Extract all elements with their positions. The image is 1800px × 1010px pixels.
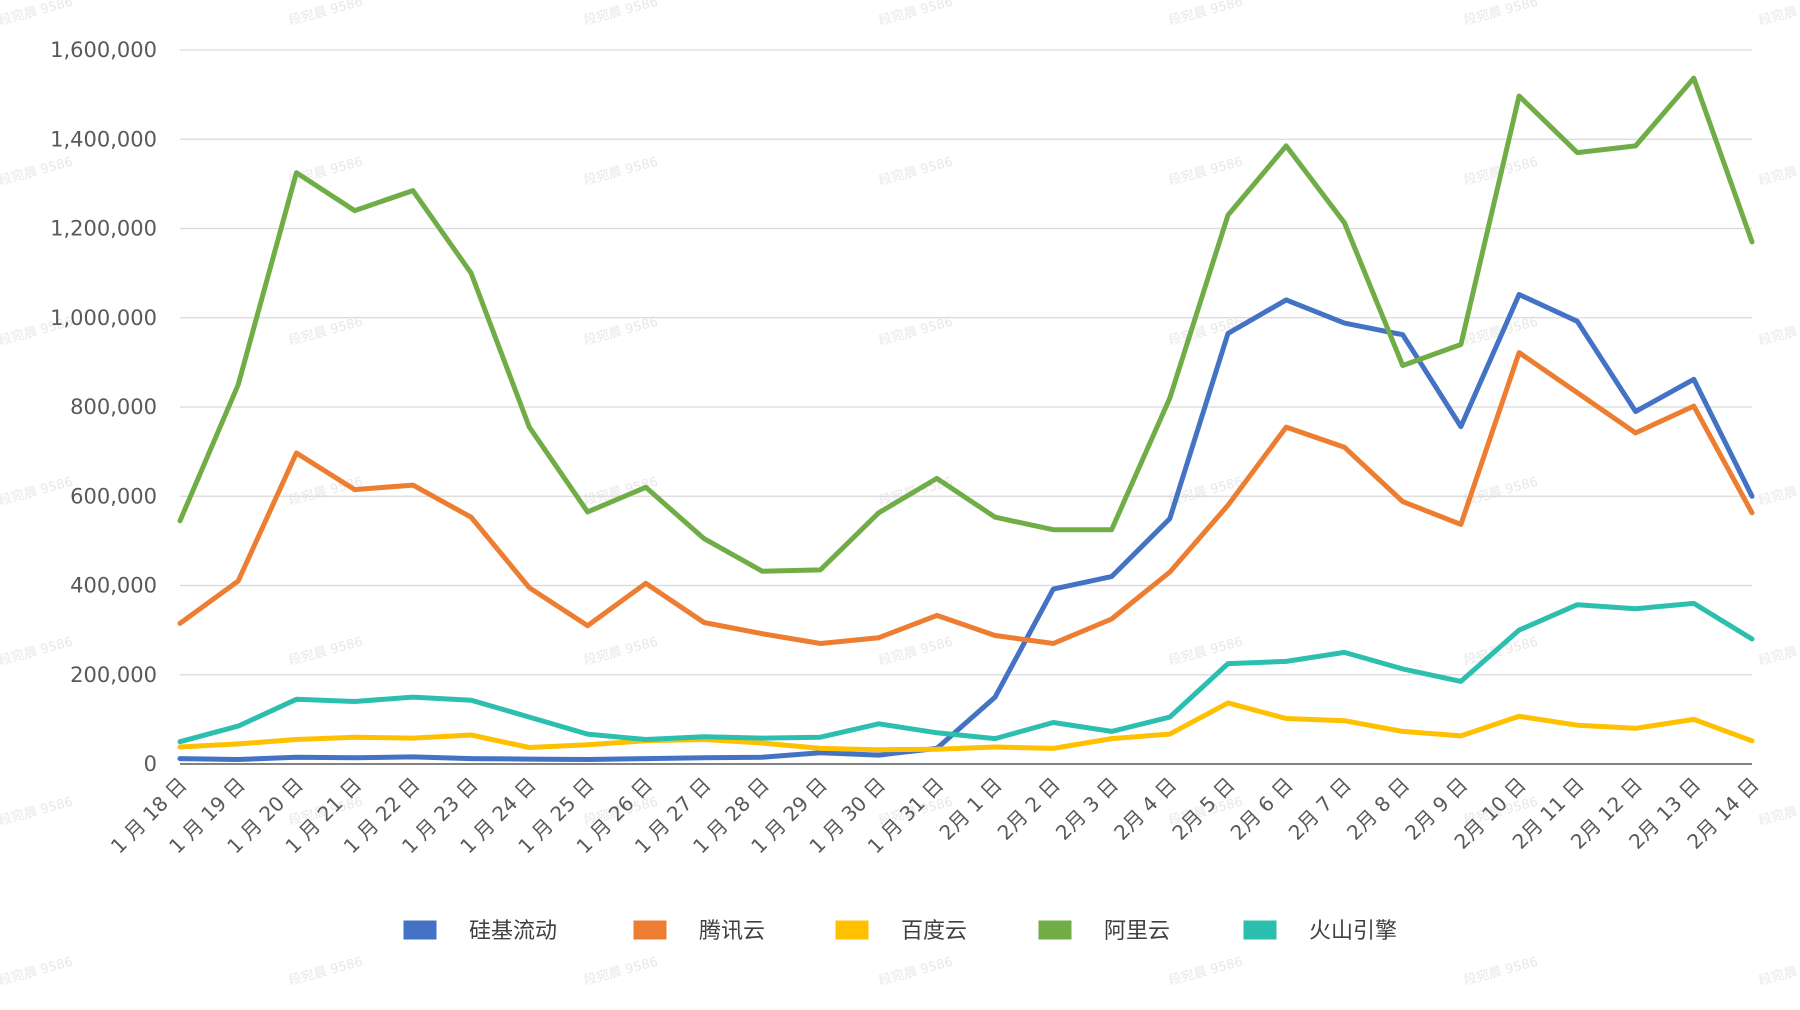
series-line-2 xyxy=(177,350,1755,646)
y-tick-label: 1,000,000 xyxy=(50,306,157,330)
watermark-text: 段宛晨 9586 xyxy=(287,315,365,349)
watermark-text: 段宛晨 9586 xyxy=(877,955,955,989)
watermark-text: 段宛晨 9586 xyxy=(1757,955,1800,989)
series-line-1 xyxy=(177,292,1755,762)
y-axis-tick-labels: 0 200,000 400,000 600,000 800,000 1,000,000 1,… xyxy=(50,38,157,776)
y-tick-label: 200,000 xyxy=(70,663,157,687)
legend-label: 火山引擎 xyxy=(1309,919,1397,944)
watermark-text: 段宛晨 9586 xyxy=(1757,155,1800,189)
watermark-text: 段宛晨 9586 xyxy=(287,635,365,669)
watermark-text: 段宛晨 9586 xyxy=(877,315,955,349)
watermark-text: 段宛晨 9586 xyxy=(877,155,955,189)
watermark-text: 段宛晨 9586 xyxy=(0,0,75,29)
legend-swatch xyxy=(632,919,668,941)
watermark-text: 段宛晨 9586 xyxy=(1757,0,1800,29)
watermark-text: 段宛晨 9586 xyxy=(1757,635,1800,669)
series-lines xyxy=(177,75,1755,762)
legend-label: 阿里云 xyxy=(1104,919,1170,944)
y-tick-label: 1,400,000 xyxy=(50,127,157,151)
legend-label: 腾讯云 xyxy=(699,919,765,944)
watermark-text: 段宛晨 9586 xyxy=(1462,955,1540,989)
x-tick-label: 2月 7 日 xyxy=(1284,773,1356,845)
watermark-text: 段宛晨 9586 xyxy=(0,635,75,669)
x-tick-label: 2月 2 日 xyxy=(993,773,1065,845)
watermark-text: 段宛晨 9586 xyxy=(582,155,660,189)
watermark-text: 段宛晨 9586 xyxy=(287,475,365,509)
watermark-text: 段宛晨 9586 xyxy=(582,315,660,349)
watermark-text: 段宛晨 9586 xyxy=(0,155,75,189)
legend-label: 硅基流动 xyxy=(469,919,557,944)
watermark-text: 段宛晨 9586 xyxy=(287,955,365,989)
series-line-3 xyxy=(177,700,1755,753)
watermark-text: 段宛晨 9586 xyxy=(0,475,75,509)
series-line-4 xyxy=(177,75,1755,574)
x-tick-label: 2月 8 日 xyxy=(1342,773,1414,845)
series-line-5 xyxy=(177,600,1755,745)
y-tick-label: 1,200,000 xyxy=(50,217,157,241)
watermark-text: 段宛晨 9586 xyxy=(1167,155,1245,189)
legend-swatch xyxy=(402,919,438,941)
watermark-text: 段宛晨 9586 xyxy=(877,635,955,669)
watermark-text: 段宛晨 9586 xyxy=(0,795,75,829)
y-tick-label: 1,600,000 xyxy=(50,38,157,62)
watermark-text: 段宛晨 9586 xyxy=(582,635,660,669)
watermark-text: 段宛晨 9586 xyxy=(1757,795,1800,829)
legend-swatch xyxy=(1037,919,1073,941)
y-tick-label: 0 xyxy=(144,752,157,776)
legend-swatch xyxy=(1242,919,1278,941)
watermark-text: 段宛晨 9586 xyxy=(1757,475,1800,509)
legend: 硅基流动 腾讯云 百度云 阿里云 火山引擎 xyxy=(402,919,1397,944)
watermark-text: 段宛晨 9586 xyxy=(1462,635,1540,669)
watermark-text: 段宛晨 9586 xyxy=(0,955,75,989)
legend-label: 百度云 xyxy=(901,919,967,944)
y-tick-label: 400,000 xyxy=(70,574,157,598)
x-tick-label: 2月 3 日 xyxy=(1051,773,1123,845)
watermark-text: 段宛晨 9586 xyxy=(1167,0,1245,29)
legend-swatch xyxy=(834,919,870,941)
watermark-text: 段宛晨 9586 xyxy=(1757,315,1800,349)
watermark-text: 段宛晨 9586 xyxy=(582,955,660,989)
watermark-text: 段宛晨 9586 xyxy=(1462,0,1540,29)
watermark-text: 段宛晨 9586 xyxy=(1167,955,1245,989)
y-tick-label: 600,000 xyxy=(70,484,157,508)
watermark-text: 段宛晨 9586 xyxy=(582,0,660,29)
y-tick-label: 800,000 xyxy=(70,395,157,419)
watermark-text: 段宛晨 9586 xyxy=(877,0,955,29)
x-tick-label: 2月 4 日 xyxy=(1109,773,1181,845)
watermark-text: 段宛晨 9586 xyxy=(287,0,365,29)
